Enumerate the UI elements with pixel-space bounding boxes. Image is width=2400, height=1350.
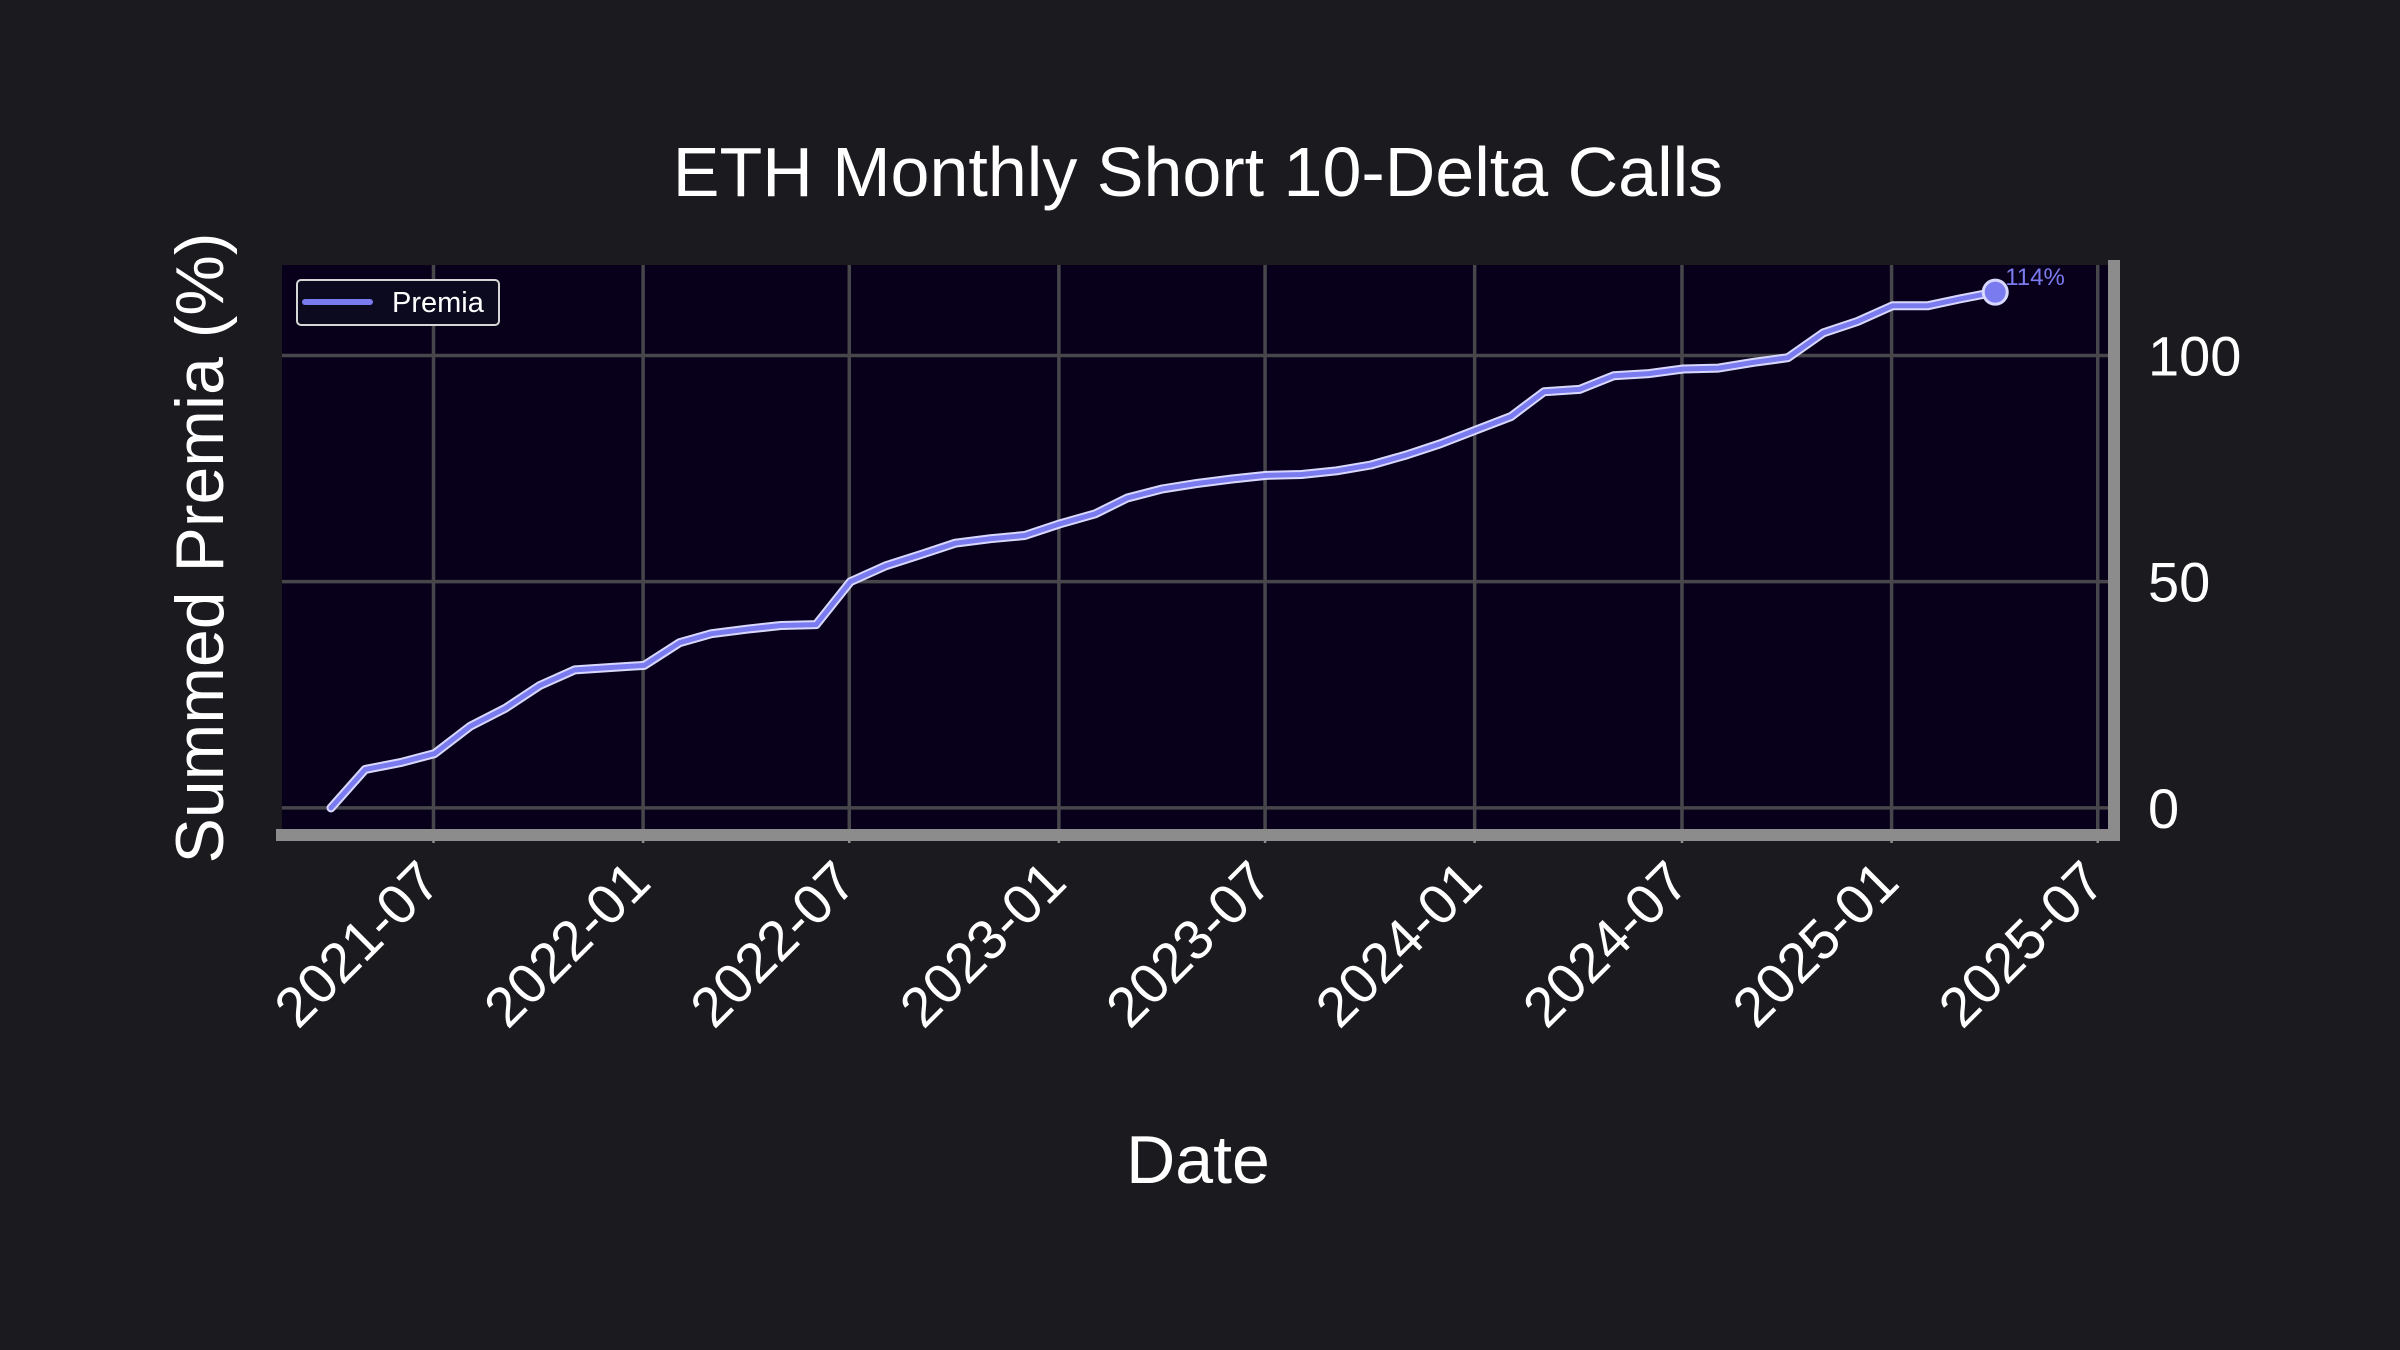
data-point	[1716, 366, 1721, 370]
y-axis-ticks: 0 50 100	[2108, 324, 2241, 840]
data-point	[468, 724, 472, 729]
legend-label-premia: Premia	[392, 287, 485, 319]
x-axis-label: Date	[1126, 1122, 1270, 1198]
data-point	[919, 552, 923, 557]
data-point	[1195, 481, 1199, 486]
data-point	[1786, 356, 1790, 360]
data-point	[1542, 390, 1546, 394]
data-point	[1926, 304, 1930, 308]
data-point	[1230, 477, 1234, 481]
end-point-marker	[1981, 278, 2009, 306]
data-point	[1891, 304, 1895, 308]
data-point	[677, 641, 682, 645]
data-point	[745, 627, 749, 631]
data-point	[1299, 472, 1304, 477]
data-point	[1093, 512, 1097, 516]
data-point	[1821, 331, 1825, 335]
data-point	[607, 666, 611, 670]
data-point	[1023, 533, 1027, 538]
data-point	[1438, 442, 1443, 446]
data-point	[1577, 387, 1582, 392]
data-point	[1369, 463, 1373, 467]
data-point	[537, 684, 542, 688]
data-point	[1404, 453, 1408, 457]
data-point	[1752, 360, 1756, 364]
data-point	[1264, 473, 1268, 477]
data-point	[848, 580, 853, 584]
data-point	[1509, 414, 1513, 419]
data-point	[433, 751, 437, 756]
data-point	[1125, 496, 1129, 500]
series-layer	[326, 278, 2009, 813]
grid	[282, 265, 2108, 835]
data-point	[1335, 469, 1339, 473]
data-point	[884, 564, 888, 568]
chart-title: ETH Monthly Short 10-Delta Calls	[673, 133, 1723, 211]
y-tick-label: 0	[2148, 777, 2179, 840]
data-point	[1058, 522, 1062, 526]
data-point	[1474, 428, 1478, 432]
data-point	[814, 623, 818, 627]
data-point	[953, 541, 957, 545]
data-point	[1160, 487, 1165, 491]
plot-area	[282, 265, 2108, 835]
axis-spines	[276, 260, 2120, 841]
legend-box	[296, 279, 500, 326]
data-point	[1612, 374, 1616, 378]
y-tick-label: 50	[2148, 551, 2210, 614]
end-value-annotation: 114%	[2005, 264, 2065, 291]
data-point	[1958, 297, 1962, 301]
data-point	[573, 668, 577, 672]
y-axis-label: Summed Premia (%)	[162, 232, 238, 863]
data-point	[642, 663, 646, 667]
data-point	[503, 706, 507, 710]
data-point	[1855, 319, 1859, 324]
legend: Premia	[296, 279, 500, 326]
data-point	[329, 806, 333, 810]
data-point	[363, 767, 367, 772]
data-point	[1681, 367, 1685, 371]
data-point	[779, 623, 783, 628]
data-point	[988, 537, 993, 541]
data-point	[709, 632, 714, 636]
data-point	[398, 761, 403, 765]
data-point	[1647, 371, 1651, 376]
y-tick-label: 100	[2148, 324, 2241, 387]
